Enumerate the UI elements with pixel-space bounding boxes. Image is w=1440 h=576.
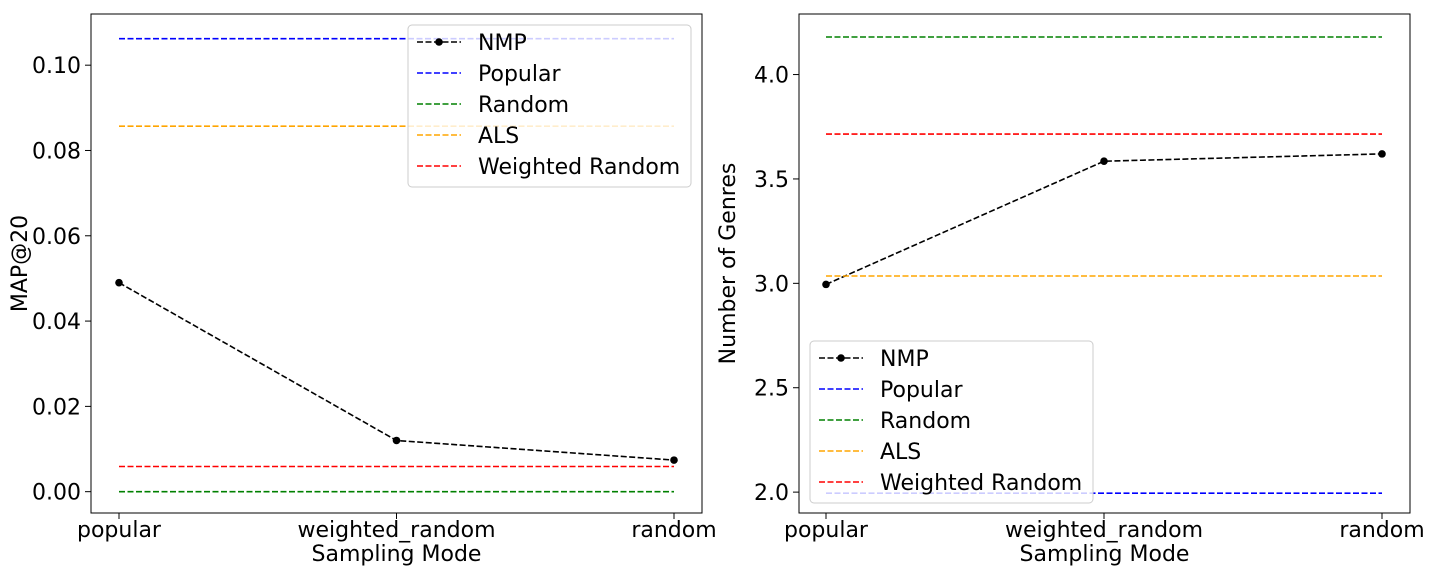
series-line	[825, 153, 1383, 286]
number-of-genres-chart: 2.0 2.5 3.0 3.5 4.0 popular weighted_random ran…	[716, 13, 1425, 567]
y-tick-label: 2.5	[754, 377, 789, 402]
legend-label: Random	[478, 93, 569, 118]
legend-entry: NMP	[819, 347, 929, 372]
y-tick-label: 0.06	[32, 225, 81, 250]
data-point	[822, 280, 830, 289]
map-at-20-chart: 0.00 0.02 0.04 0.06 0.08 0.10 popular weighted_…	[8, 13, 717, 567]
x-axis-label: Sampling Mode	[312, 542, 482, 567]
y-tick-label: 0.10	[32, 54, 81, 79]
legend-label: Weighted Random	[880, 471, 1082, 496]
series-nmp	[115, 278, 678, 464]
y-tick-label: 3.5	[754, 168, 789, 193]
x-tick-label: popular	[784, 518, 869, 543]
x-tick-label: weighted_random	[298, 518, 496, 543]
data-point	[1100, 157, 1108, 165]
y-tick-label: 3.0	[754, 272, 789, 297]
legend-marker	[837, 354, 845, 362]
legend-label: NMP	[478, 31, 527, 56]
legend-label: Weighted Random	[478, 155, 680, 180]
legend-box	[407, 24, 692, 188]
data-point	[392, 436, 401, 445]
legend-label: ALS	[478, 124, 519, 149]
y-tick-label: 0.00	[32, 481, 81, 506]
y-tick-label: 0.02	[32, 395, 81, 420]
legend-box	[809, 340, 1094, 504]
series-group	[822, 36, 1386, 495]
y-axis-label: MAP@20	[8, 215, 33, 312]
legend: NMP Popular Random ALS Weighted Random	[809, 340, 1094, 504]
y-tick-label: 0.08	[32, 139, 81, 164]
series-line	[118, 282, 675, 461]
y-axis-label: Number of Genres	[716, 163, 741, 365]
legend-label: Popular	[880, 378, 963, 403]
data-point	[670, 456, 678, 464]
data-point	[115, 278, 123, 287]
legend-entry: NMP	[417, 31, 527, 56]
legend-entry: Random	[819, 409, 971, 434]
legend-entry: Popular	[417, 62, 561, 87]
y-tick-label: 4.0	[754, 64, 789, 89]
legend-label: ALS	[880, 440, 921, 465]
legend-entry: Weighted Random	[819, 471, 1082, 496]
legend-entry: ALS	[819, 440, 921, 465]
legend-entry: Weighted Random	[417, 155, 680, 180]
legend-label: NMP	[880, 347, 929, 372]
x-axis-label: Sampling Mode	[1020, 542, 1190, 567]
x-tick-label: popular	[77, 518, 162, 543]
legend-entry: Popular	[819, 378, 963, 403]
legend-entry: ALS	[417, 124, 519, 149]
x-tick-label: random	[631, 518, 716, 543]
data-point	[1378, 150, 1386, 158]
legend-marker	[435, 38, 443, 46]
x-tick-label: weighted_random	[1005, 518, 1203, 543]
y-tick-label: 2.0	[754, 481, 789, 506]
legend-label: Random	[880, 409, 971, 434]
x-tick-label: random	[1339, 518, 1424, 543]
legend: NMP Popular Random ALS Weighted Random	[407, 24, 692, 188]
legend-label: Popular	[478, 62, 561, 87]
series-nmp	[822, 150, 1386, 289]
legend-entry: Random	[417, 93, 569, 118]
y-tick-label: 0.04	[32, 310, 81, 335]
